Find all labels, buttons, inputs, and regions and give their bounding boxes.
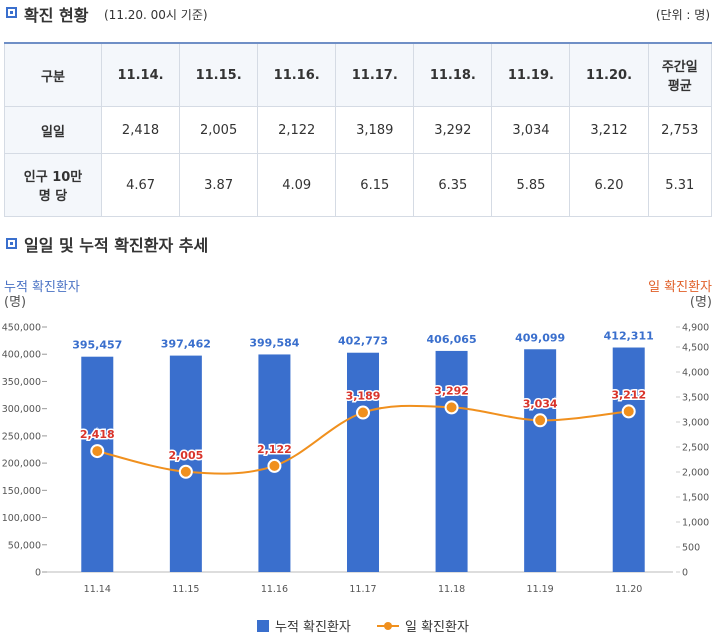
bullet-icon	[6, 238, 17, 249]
x-tick-label: 11.17	[349, 584, 376, 595]
legend-item: 일 확진환자	[377, 620, 469, 635]
column-header: 주간일 평균	[647, 42, 713, 107]
line-value-label: 2,418	[80, 428, 115, 441]
table-cell: 4.67	[100, 153, 181, 217]
table-row: 일일 2,418 2,005 2,122 3,189 3,292 3,034 3,212 2,7…	[4, 106, 713, 154]
x-tick-label: 11.18	[438, 584, 465, 595]
legend-label: 일 확진환자	[405, 620, 469, 635]
legend-swatch	[257, 620, 269, 632]
table-cell: 2,418	[100, 106, 181, 154]
table-cell: 5.85	[491, 153, 571, 217]
line-value-label: 3,212	[611, 388, 646, 401]
x-tick-label: 11.19	[527, 584, 554, 595]
column-header: 11.20.	[569, 42, 649, 107]
table-cell: 3.87	[179, 153, 259, 217]
y-tick-label: 150,000	[2, 486, 41, 497]
table-cell: 2,005	[179, 106, 259, 154]
bar-value-label: 397,462	[161, 338, 211, 351]
bar	[612, 347, 645, 572]
line-point	[621, 404, 636, 419]
bar	[81, 356, 114, 572]
y2-tick-label: 3,500	[682, 393, 709, 404]
column-header: 11.14.	[100, 42, 181, 107]
y2-axis-unit: (명)	[690, 295, 712, 310]
line-point	[90, 444, 105, 459]
y2-tick-label: 2,000	[682, 468, 709, 479]
line-point	[533, 413, 548, 428]
bar	[347, 352, 379, 572]
table-cell: 3,212	[569, 106, 649, 154]
line-value-label: 2,122	[257, 443, 292, 456]
y2-tick-label: 2,500	[682, 443, 709, 454]
bullet-icon	[6, 7, 17, 18]
table-cell: 3,189	[335, 106, 415, 154]
bar	[524, 349, 557, 572]
bar	[435, 350, 468, 572]
section-title: 확진 현황	[24, 6, 89, 25]
table-cell: 2,122	[257, 106, 337, 154]
line-point	[356, 405, 370, 420]
y2-tick-label: 0	[682, 568, 688, 579]
y-tick-label: 0	[35, 568, 41, 579]
header-row: 구분 11.14. 11.15. 11.16. 11.17. 11.18. 11.19. 11…	[4, 42, 713, 107]
unit-note: (단위 : 명)	[655, 8, 710, 22]
column-header: 구분	[4, 42, 102, 107]
y2-tick-label: 1,500	[682, 493, 709, 504]
x-tick-label: 11.20	[615, 584, 642, 595]
line-point	[444, 400, 459, 415]
y-tick-label: 350,000	[2, 377, 41, 388]
bar-value-label: 412,311	[604, 330, 654, 343]
table-cell: 6.20	[569, 153, 649, 217]
x-tick-label: 11.15	[172, 584, 199, 595]
line-point	[178, 464, 193, 479]
bar-value-label: 399,584	[249, 336, 299, 349]
y2-tick-label: 4,500	[682, 343, 709, 354]
bar-value-label: 402,773	[338, 335, 388, 348]
note: (11.20. 00시 기준)	[104, 8, 208, 22]
legend-item: 누적 확진환자	[257, 620, 351, 635]
y-tick-label: 200,000	[2, 459, 41, 470]
y2-axis-label: 일 확진환자	[648, 280, 712, 295]
row-header: 일일	[4, 106, 102, 154]
table-cell: 6.15	[335, 153, 415, 217]
y2-tick-label: 3,000	[682, 418, 709, 429]
bar-value-label: 406,065	[427, 333, 477, 346]
line-value-label: 3,292	[434, 384, 469, 397]
column-header: 11.19.	[491, 42, 571, 107]
y-tick-label: 400,000	[2, 350, 41, 361]
y-tick-label: 250,000	[2, 431, 41, 442]
y2-tick-label: 4,000	[682, 368, 709, 379]
chart-title: 일일 및 누적 확진환자 추세	[24, 236, 209, 255]
bar-value-label: 395,457	[72, 339, 122, 352]
column-header: 11.18.	[413, 42, 493, 107]
y-axis-label: 누적 확진환자	[4, 280, 80, 295]
bar	[169, 355, 202, 572]
data-table: 구분 11.14. 11.15. 11.16. 11.17. 11.18. 11.19. 11…	[4, 42, 713, 217]
x-tick-label: 11.14	[84, 584, 111, 595]
y2-tick-label: 4,900	[682, 323, 709, 334]
line-point	[267, 458, 282, 473]
y-axis-unit: (명)	[4, 295, 26, 310]
legend-label: 누적 확진환자	[275, 620, 351, 635]
table-cell: 4.09	[257, 153, 337, 217]
y-tick-label: 300,000	[2, 404, 41, 415]
y-tick-label: 450,000	[2, 323, 41, 334]
bar-value-label: 409,099	[515, 331, 565, 344]
row-header: 인구 10만 명 당	[4, 153, 102, 217]
y2-tick-label: 1,000	[682, 518, 709, 529]
table-cell: 6.35	[413, 153, 493, 217]
legend-marker	[384, 622, 392, 630]
line-value-label: 3,034	[523, 397, 558, 410]
line-value-label: 3,189	[346, 390, 381, 403]
table-cell: 5.31	[647, 153, 713, 217]
table-cell: 2,753	[647, 106, 713, 154]
line-value-label: 2,005	[168, 449, 203, 462]
y-tick-label: 50,000	[8, 540, 41, 551]
y-tick-label: 100,000	[2, 513, 41, 524]
x-tick-label: 11.16	[261, 584, 288, 595]
table-row: 인구 10만 명 당 4.67 3.87 4.09 6.15 6.35 5.85 6.20 5.…	[4, 153, 713, 217]
y2-tick-label: 500	[682, 543, 700, 554]
